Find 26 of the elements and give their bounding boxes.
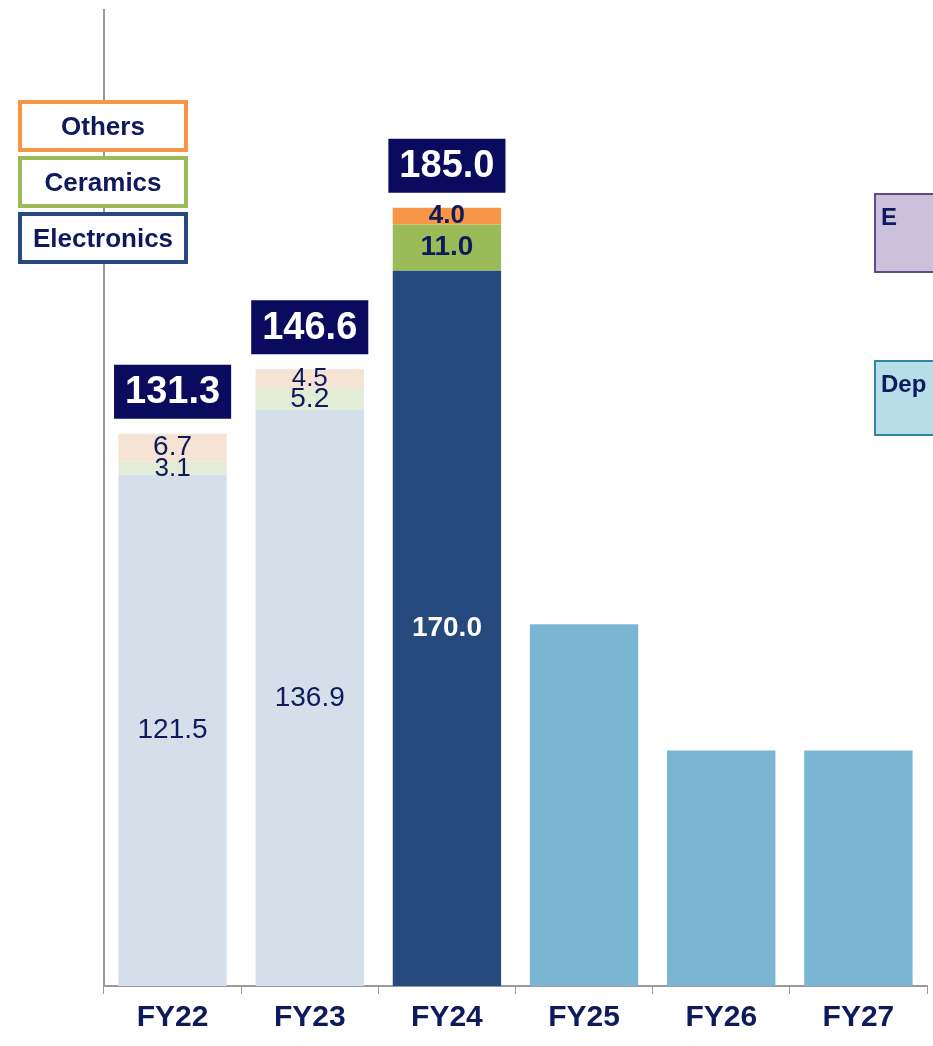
label-box: E (874, 193, 933, 273)
bar (255, 410, 364, 986)
data-label: 4.0 (428, 199, 465, 230)
total-label: 146.6 (262, 304, 358, 347)
total-label: 185.0 (399, 143, 495, 186)
data-label: 121.5 (137, 713, 208, 745)
x-tick-label: FY25 (548, 999, 620, 1033)
data-label: 170.0 (411, 611, 482, 643)
text: Ceramics (18, 156, 188, 208)
bar (392, 224, 502, 271)
bar (804, 750, 913, 986)
x-tick-label: FY22 (136, 999, 209, 1033)
x-tick-label: FY23 (273, 999, 346, 1033)
bar (529, 624, 639, 986)
x-tick-label: FY26 (685, 999, 758, 1033)
x-tick-label: FY24 (411, 999, 484, 1033)
text: Others (18, 100, 188, 152)
bar (392, 270, 502, 986)
total-label: 131.3 (125, 369, 221, 412)
data-label: 11.0 (420, 230, 474, 262)
label-box: Dep (874, 360, 933, 436)
bar (118, 474, 227, 986)
x-tick-label: FY27 (822, 999, 895, 1033)
data-label: 136.9 (274, 680, 345, 712)
text: Electronics (18, 212, 188, 264)
bar (667, 750, 776, 986)
